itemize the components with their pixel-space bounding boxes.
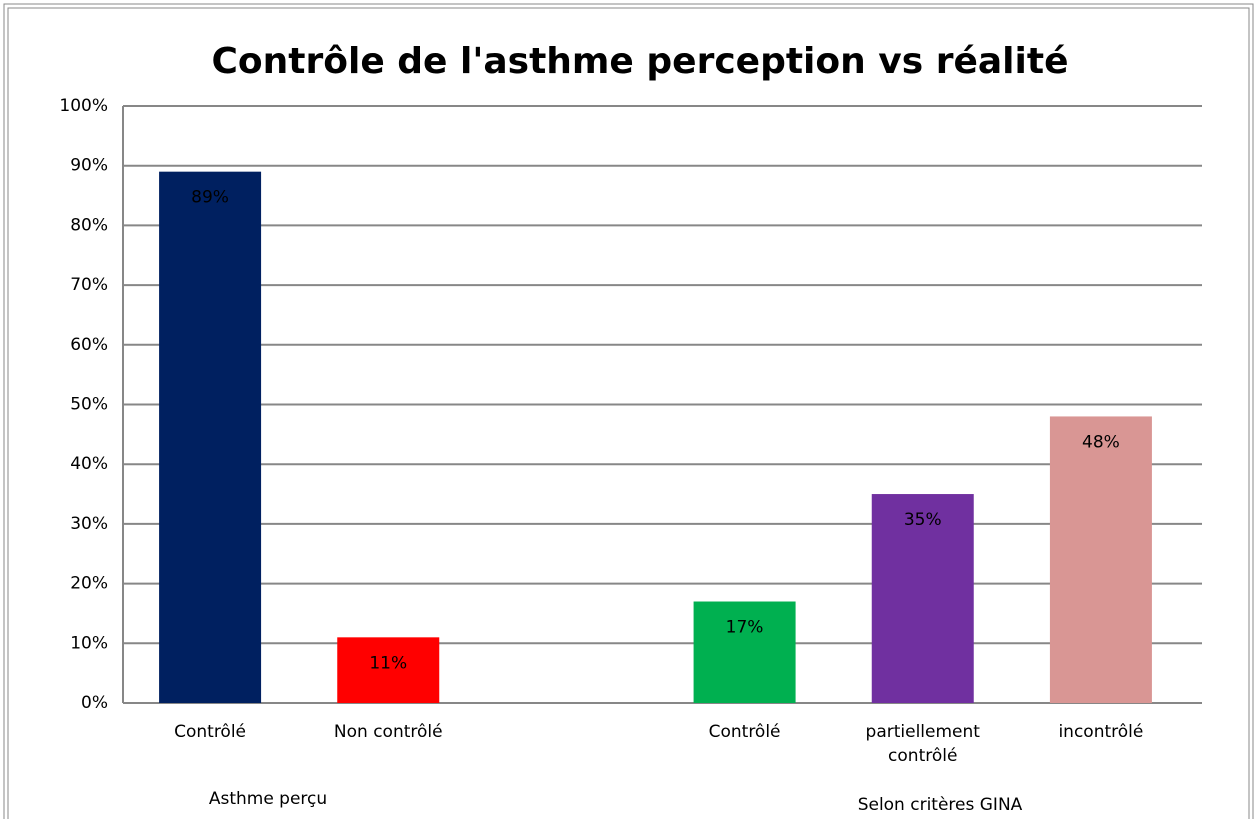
y-tick-label: 70% (70, 275, 108, 295)
y-tick-label: 90% (70, 156, 108, 176)
y-tick-label: 40% (70, 454, 108, 474)
bar (1049, 416, 1152, 703)
y-tick-label: 80% (70, 215, 108, 235)
frame-inner (7, 7, 1250, 819)
data-label: 11% (369, 653, 407, 673)
x-tick-label: Non contrôlé (333, 722, 443, 742)
data-label: 48% (1082, 432, 1120, 452)
group-label: Asthme perçu (208, 789, 328, 809)
bar (337, 637, 440, 703)
y-tick-label: 10% (70, 633, 108, 653)
x-tick-label: partiellement contrôlé (865, 722, 980, 766)
x-tick-label: incontrôlé (1058, 722, 1144, 742)
data-label: 89% (191, 188, 229, 208)
y-tick-label: 20% (70, 574, 108, 594)
y-tick-label: 100% (59, 96, 108, 116)
x-tick-label: Contrôlé (708, 722, 781, 742)
y-tick-label: 0% (81, 693, 108, 713)
data-label: 17% (726, 618, 764, 638)
bar (159, 171, 262, 704)
bar (693, 601, 796, 703)
x-tick-label: Contrôlé (174, 722, 247, 742)
data-label: 35% (904, 510, 942, 530)
frame (3, 3, 1254, 819)
y-tick-label: 30% (70, 514, 108, 534)
group-label: Selon critères GINA (857, 795, 1023, 815)
y-tick-label: 50% (70, 395, 108, 415)
chart-title: Contrôle de l'asthme perception vs réali… (212, 41, 1069, 82)
y-tick-label: 60% (70, 335, 108, 355)
bar (871, 494, 974, 703)
